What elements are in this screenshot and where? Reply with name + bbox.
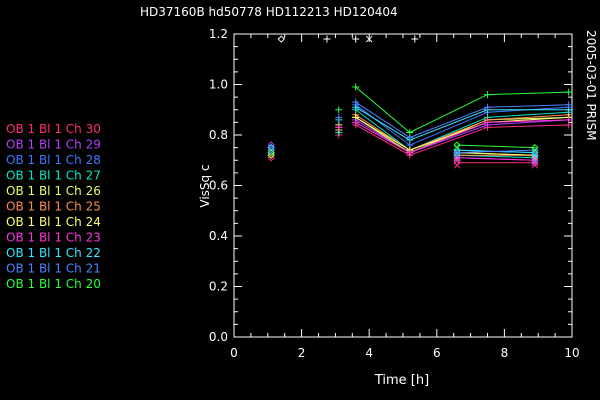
y-tick-label: 0.6 (209, 179, 228, 193)
cross-marker (453, 144, 461, 151)
diamond-marker (267, 143, 275, 152)
plus-marker (352, 83, 360, 91)
legend-entry: OB 1 Bl 1 Ch 27 (6, 169, 101, 183)
series-11 (267, 83, 573, 157)
x-axis-label: Time [h] (374, 373, 429, 388)
plus-marker (335, 106, 343, 114)
series-8 (267, 116, 573, 167)
plus-marker (406, 149, 414, 157)
chart-title: HD37160B hd50778 HD112213 HD120404 (140, 5, 398, 19)
legend-entry: OB 1 Bl 1 Ch 22 (6, 246, 101, 260)
x-tick-label: 6 (433, 346, 441, 360)
legend-entry: OB 1 Bl 1 Ch 20 (6, 277, 101, 291)
calibrator-plus (352, 35, 360, 43)
y-tick-label: 0.8 (209, 128, 228, 142)
legend-entry: OB 1 Bl 1 Ch 28 (6, 153, 101, 167)
legend-entry: OB 1 Bl 1 Ch 23 (6, 231, 101, 245)
series-line (355, 119, 569, 154)
plus-marker (406, 128, 414, 136)
plus-marker (484, 91, 491, 99)
x-tick-label: 2 (298, 346, 306, 360)
calibrator-markers (277, 35, 419, 43)
calibrator-plus (411, 35, 419, 43)
y-axis-label: VisSq c (198, 164, 212, 207)
plus-marker (565, 88, 573, 96)
legend-entry: OB 1 Bl 1 Ch 21 (6, 262, 101, 276)
legend-entry: OB 1 Bl 1 Ch 30 (6, 122, 101, 136)
series-line (355, 101, 569, 139)
series-line-2 (457, 144, 535, 149)
cross-marker (531, 151, 539, 159)
x-tick-label: 4 (365, 346, 373, 360)
cross-marker (453, 161, 461, 169)
plus-marker (335, 123, 343, 131)
legend-entry: OB 1 Bl 1 Ch 26 (6, 184, 101, 198)
y-tick-label: 1.0 (209, 78, 228, 92)
series-line (355, 109, 569, 151)
y-tick-label: 1.2 (209, 27, 228, 41)
series-line-2 (457, 152, 535, 156)
plot-frame (233, 33, 573, 338)
calibrator-cross (365, 35, 373, 43)
plus-marker (484, 118, 491, 126)
legend-entry: OB 1 Bl 1 Ch 24 (6, 215, 101, 229)
axis-ticks: 0 2 4 6 8 10 0.0 0.2 0.4 0.6 0.8 1.0 1.2 (209, 27, 580, 360)
plus-marker (565, 101, 573, 109)
diamond-marker (267, 146, 275, 154)
series-line-2 (457, 149, 535, 154)
date-side-label: 2005-03-01 PRISM (584, 30, 598, 141)
x-tick-label: 8 (501, 346, 509, 360)
y-tick-label: 0.0 (209, 330, 228, 344)
series-line (355, 119, 569, 154)
series-1 (267, 121, 573, 169)
x-tick-label: 10 (564, 346, 579, 360)
plus-marker (484, 103, 491, 111)
diamond-marker (267, 141, 275, 149)
cross-marker (531, 159, 539, 167)
series-line (355, 116, 569, 151)
cross-marker (453, 156, 461, 164)
plus-marker (335, 113, 343, 121)
series-line (355, 86, 569, 134)
calibrator-plus (323, 35, 331, 43)
series-line-2 (457, 157, 535, 161)
series-layer (267, 83, 573, 169)
cross-marker (453, 151, 461, 159)
plus-marker (565, 116, 573, 124)
series-line (355, 114, 569, 151)
y-tick-label: 0.2 (209, 280, 228, 294)
plus-marker (352, 118, 360, 126)
x-tick-label: 0 (230, 346, 238, 360)
cross-marker (531, 146, 539, 154)
y-tick-label: 0.4 (209, 229, 228, 243)
plus-marker (352, 98, 360, 106)
calibrator-diamond (277, 35, 286, 43)
diamond-marker (267, 148, 275, 157)
legend-entry: OB 1 Bl 1 Ch 25 (6, 200, 101, 214)
legend-entry: OB 1 Bl 1 Ch 29 (6, 138, 101, 152)
series-line (355, 124, 569, 156)
cross-marker (531, 161, 539, 169)
cross-marker (531, 149, 539, 157)
series-line (355, 106, 569, 141)
